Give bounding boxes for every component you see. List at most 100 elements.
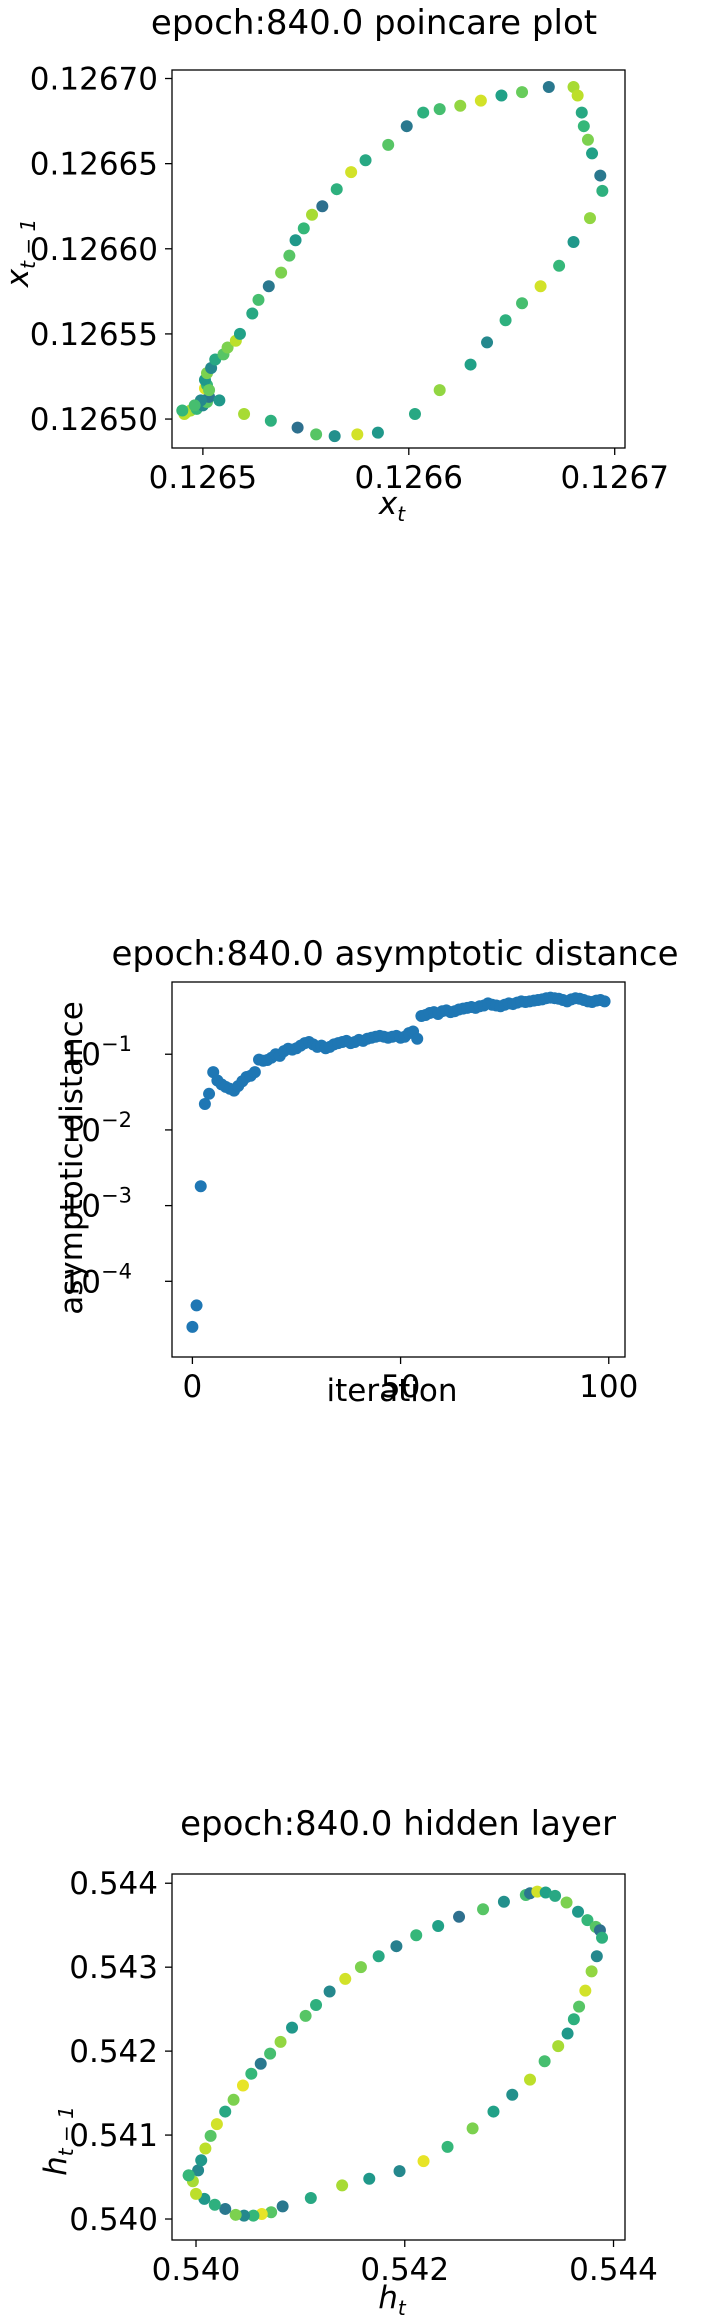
hidden-scatter-point bbox=[182, 2169, 195, 2182]
hidden-layer-title: epoch:840.0 hidden layer bbox=[180, 1804, 616, 1844]
poincare-scatter-point bbox=[474, 94, 487, 107]
hidden-scatter-point bbox=[410, 1929, 423, 1942]
poincare-scatter-point bbox=[400, 120, 413, 133]
asymptotic-distance-y-axis-label: asymptotic distance bbox=[54, 1001, 90, 1315]
poincare-plot-title: epoch:840.0 poincare plot bbox=[151, 3, 597, 43]
poincare-scatter-point bbox=[289, 234, 302, 247]
poincare-scatter-point bbox=[454, 99, 467, 112]
asymptotic-distance-chart: epoch:840.0 asymptotic distance iteratio… bbox=[0, 920, 702, 1440]
hidden-scatter-point bbox=[441, 2140, 454, 2153]
poincare-scatter-point bbox=[583, 212, 596, 225]
poincare-scatter-point bbox=[264, 414, 277, 427]
hidden-scatter-point bbox=[453, 1910, 466, 1923]
poincare-scatter-point bbox=[345, 166, 358, 179]
poincare-scatter-point bbox=[291, 421, 304, 434]
poincare-x-tick-label: 0.1266 bbox=[355, 460, 463, 496]
poincare-scatter-point bbox=[328, 430, 341, 443]
hidden-scatter-point bbox=[390, 1940, 403, 1953]
hidden-scatter-point bbox=[336, 2179, 349, 2192]
asymptotic-y-tick-label: 10−1 bbox=[62, 1032, 132, 1073]
poincare-x-tick-label: 0.1265 bbox=[149, 460, 257, 496]
poincare-scatter-point bbox=[581, 133, 594, 146]
asymptotic-x-tick-label: 50 bbox=[381, 1369, 420, 1405]
hidden-scatter-point bbox=[227, 2093, 240, 2106]
hidden-scatter-point bbox=[286, 2021, 299, 2034]
hidden-scatter-point bbox=[245, 2067, 258, 2080]
poincare-scatter-point bbox=[283, 249, 296, 262]
hidden-scatter-point bbox=[304, 2192, 317, 2205]
poincare-scatter-point bbox=[252, 293, 265, 306]
poincare-scatter-point bbox=[275, 266, 288, 279]
poincare-scatter-point bbox=[371, 426, 384, 439]
poincare-scatter-point bbox=[297, 222, 310, 235]
hidden-scatter-point bbox=[264, 2047, 277, 2060]
hidden-scatter-point bbox=[579, 1984, 592, 1997]
hidden-scatter-point bbox=[323, 1985, 336, 1998]
hidden-scatter-point bbox=[254, 2057, 267, 2070]
hidden-scatter-point bbox=[276, 2200, 289, 2213]
poincare-scatter-point bbox=[382, 138, 395, 151]
hidden-scatter-point bbox=[590, 1950, 603, 1963]
poincare-scatter-point bbox=[499, 314, 512, 327]
hidden-scatter-point bbox=[567, 2013, 580, 2026]
asymptotic-y-tick-label: 10−4 bbox=[62, 1259, 132, 1300]
asymptotic-x-tick-label: 0 bbox=[183, 1369, 203, 1405]
hidden-scatter-point bbox=[552, 2040, 565, 2053]
poincare-scatter-point bbox=[316, 200, 329, 213]
hidden-x-tick-label: 0.544 bbox=[569, 2252, 658, 2288]
hidden-scatter-point bbox=[466, 2122, 479, 2135]
hidden-scatter-point bbox=[236, 2079, 249, 2092]
hidden-scatter-point bbox=[190, 2187, 203, 2200]
hidden-scatter-point bbox=[210, 2118, 223, 2131]
poincare-plot-frame bbox=[171, 69, 626, 449]
poincare-plot-chart: epoch:840.0 poincare plot xt xt − 1 0.12… bbox=[0, 0, 702, 560]
poincare-y-tick-label: 0.12665 bbox=[30, 147, 158, 183]
asymptotic-scatter-point bbox=[190, 1299, 203, 1312]
hidden-scatter-point bbox=[372, 1950, 385, 1963]
hidden-scatter-point bbox=[561, 2027, 574, 2040]
hidden-scatter-point bbox=[560, 1896, 573, 1909]
poincare-scatter-point bbox=[516, 86, 529, 99]
poincare-scatter-point bbox=[233, 327, 246, 340]
hidden-scatter-point bbox=[538, 2055, 551, 2068]
hidden-scatter-point bbox=[393, 2165, 406, 2178]
hidden-scatter-point bbox=[363, 2172, 376, 2185]
hidden-scatter-point bbox=[219, 2105, 232, 2118]
asymptotic-distance-title: epoch:840.0 asymptotic distance bbox=[112, 934, 679, 974]
poincare-plot-svg: epoch:840.0 poincare plot xt xt − 1 0.12… bbox=[0, 3, 669, 526]
hidden-scatter-point bbox=[581, 1914, 594, 1927]
hidden-layer-svg: epoch:840.0 hidden layer ht ht − 1 0.540… bbox=[38, 1804, 658, 2320]
hidden-scatter-point bbox=[274, 2035, 287, 2048]
hidden-y-tick-label: 0.542 bbox=[69, 2034, 158, 2070]
hidden-plot-frame bbox=[171, 1873, 626, 2241]
asymptotic-scatter-point bbox=[598, 995, 611, 1008]
hidden-y-tick-label: 0.544 bbox=[69, 1866, 158, 1902]
hidden-scatter-point bbox=[572, 1905, 585, 1918]
hidden-scatter-point bbox=[208, 2198, 221, 2211]
poincare-y-tick-label: 0.12670 bbox=[30, 62, 158, 98]
poincare-scatter-point bbox=[542, 81, 555, 94]
asymptotic-scatter-point bbox=[248, 1066, 261, 1079]
poincare-y-tick-label: 0.12655 bbox=[30, 317, 158, 353]
poincare-scatter-point bbox=[310, 428, 323, 441]
hidden-scatter-point bbox=[524, 2073, 537, 2086]
hidden-scatter-point bbox=[199, 2142, 212, 2155]
hidden-scatter-point bbox=[549, 1889, 562, 1902]
poincare-scatter-point bbox=[571, 89, 584, 102]
asymptotic-scatter-point bbox=[194, 1180, 207, 1193]
hidden-scatter-point bbox=[432, 1920, 445, 1933]
poincare-scatter-point bbox=[596, 184, 609, 197]
hidden-y-tick-label: 0.543 bbox=[69, 1950, 158, 1986]
poincare-y-tick-label: 0.12660 bbox=[30, 232, 158, 268]
hidden-scatter-point bbox=[265, 2206, 278, 2219]
hidden-scatter-point bbox=[310, 1998, 323, 2011]
asymptotic-y-tick-label: 10−3 bbox=[62, 1184, 132, 1225]
hidden-scatter-point bbox=[195, 2154, 208, 2167]
hidden-scatter-point bbox=[477, 1903, 490, 1916]
hidden-y-tick-label: 0.541 bbox=[69, 2118, 158, 2154]
hidden-scatter-point bbox=[192, 2164, 205, 2177]
hidden-scatter-point bbox=[585, 1965, 598, 1978]
hidden-scatter-point bbox=[247, 2209, 260, 2222]
poincare-scatter-point bbox=[586, 147, 599, 160]
poincare-scatter-point bbox=[176, 404, 189, 417]
